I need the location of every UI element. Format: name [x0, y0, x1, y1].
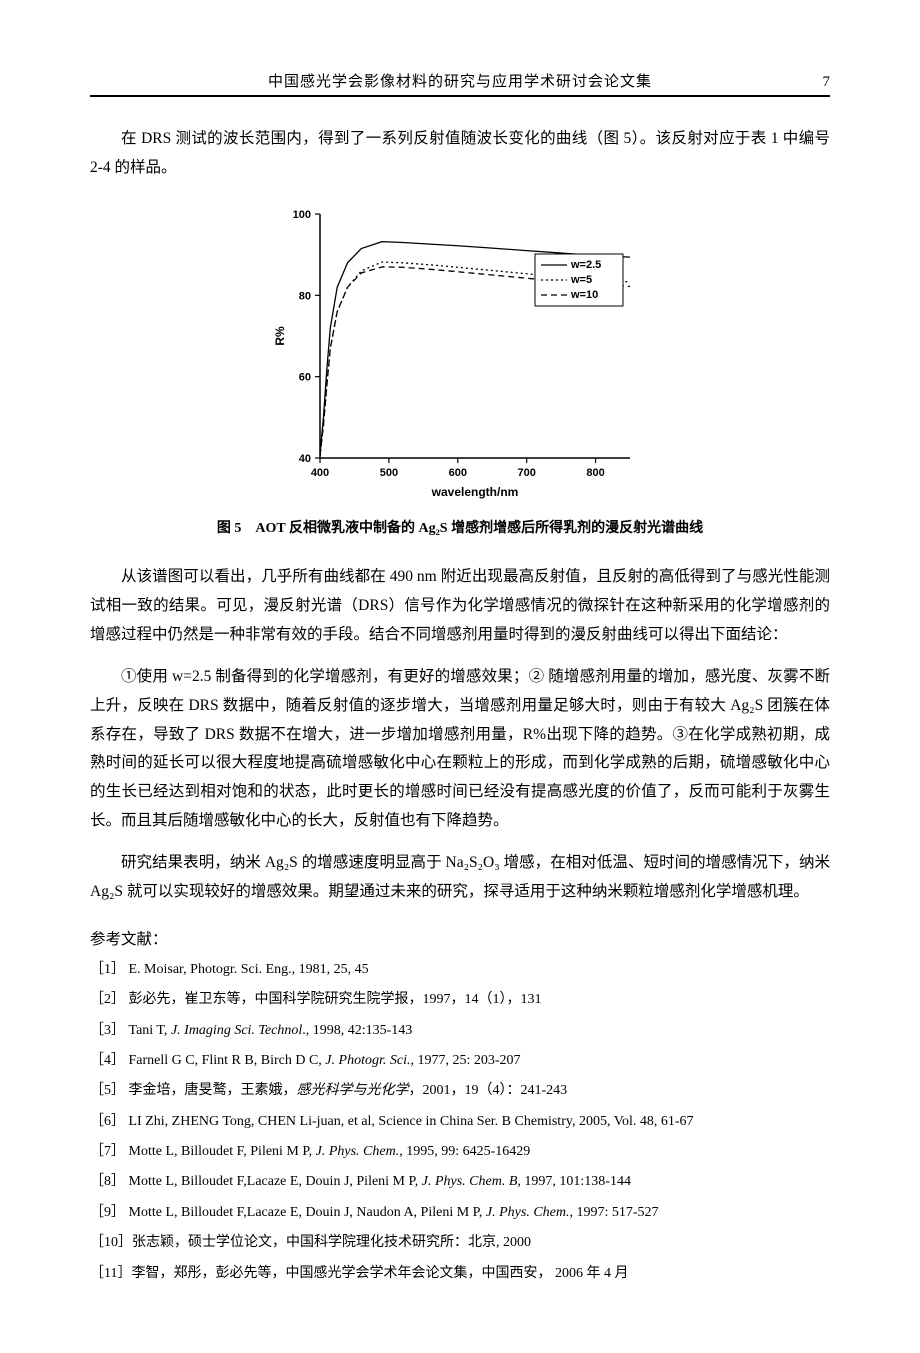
svg-text:500: 500	[380, 467, 398, 479]
reference-item: ［8］ Motte L, Billoudet F,Lacaze E, Douin…	[90, 1171, 830, 1193]
running-header: 中国感光学会影像材料的研究与应用学术研讨会论文集 7	[90, 70, 830, 97]
drs-chart: 40 60 80 100 400 500 600 700 800 wavelength/nm R% w…	[270, 202, 650, 502]
svg-text:40: 40	[299, 453, 311, 465]
svg-text:w=5: w=5	[570, 274, 592, 286]
figure-caption: 图 5 AOT 反相微乳液中制备的 Ag₂S 增感剂增感后所得乳剂的漫反射光谱曲…	[90, 517, 830, 537]
reference-item: ［7］ Motte L, Billoudet F, Pileni M P, J.…	[90, 1141, 830, 1163]
reference-item: ［4］ Farnell G C, Flint R B, Birch D C, J…	[90, 1050, 830, 1072]
body-paragraph-3: 研究结果表明，纳米 Ag₂S 的增感速度明显高于 Na₂S₂O₃ 增感，在相对低…	[90, 849, 830, 906]
reference-item: ［2］ 彭必先，崔卫东等，中国科学院研究生院学报，1997，14（1），131	[90, 989, 830, 1011]
header-title: 中国感光学会影像材料的研究与应用学术研讨会论文集	[130, 70, 790, 91]
reference-item: ［11］李智，郑彤，彭必先等，中国感光学会学术年会论文集，中国西安， 2006 …	[90, 1263, 830, 1285]
svg-text:w=2.5: w=2.5	[570, 259, 601, 271]
svg-text:400: 400	[311, 467, 329, 479]
body-paragraph-1: 从该谱图可以看出，几乎所有曲线都在 490 nm 附近出现最高反射值，且反射的高…	[90, 563, 830, 649]
reference-item: ［5］ 李金培，唐旻鹜，王素娥，感光科学与光化学，2001，19（4）：241-…	[90, 1080, 830, 1102]
svg-text:800: 800	[586, 467, 604, 479]
svg-text:600: 600	[449, 467, 467, 479]
reference-item: ［3］ Tani T, J. Imaging Sci. Technol., 19…	[90, 1020, 830, 1042]
reference-item: ［9］ Motte L, Billoudet F,Lacaze E, Douin…	[90, 1202, 830, 1224]
svg-text:60: 60	[299, 372, 311, 384]
reference-item: ［6］ LI Zhi, ZHENG Tong, CHEN Li-juan, et…	[90, 1111, 830, 1133]
header-page-number: 7	[790, 74, 830, 91]
svg-text:w=10: w=10	[570, 289, 598, 301]
references-list: ［1］ E. Moisar, Photogr. Sci. Eng., 1981,…	[90, 959, 830, 1285]
references-heading: 参考文献：	[90, 927, 830, 949]
svg-text:wavelength/nm: wavelength/nm	[431, 485, 519, 499]
page: 中国感光学会影像材料的研究与应用学术研讨会论文集 7 在 DRS 测试的波长范围…	[0, 0, 920, 1353]
svg-text:100: 100	[293, 209, 311, 221]
body-paragraph-2: ①使用 w=2.5 制备得到的化学增感剂，有更好的增感效果；② 随增感剂用量的增…	[90, 663, 830, 835]
reference-item: ［10］张志颖，硕士学位论文，中国科学院理化技术研究所：北京, 2000	[90, 1232, 830, 1254]
figure-5: 40 60 80 100 400 500 600 700 800 wavelength/nm R% w…	[90, 202, 830, 537]
svg-text:80: 80	[299, 291, 311, 303]
intro-paragraph: 在 DRS 测试的波长范围内，得到了一系列反射值随波长变化的曲线（图 5）。该反…	[90, 125, 830, 182]
svg-text:700: 700	[517, 467, 535, 479]
svg-text:R%: R%	[273, 326, 287, 346]
reference-item: ［1］ E. Moisar, Photogr. Sci. Eng., 1981,…	[90, 959, 830, 981]
